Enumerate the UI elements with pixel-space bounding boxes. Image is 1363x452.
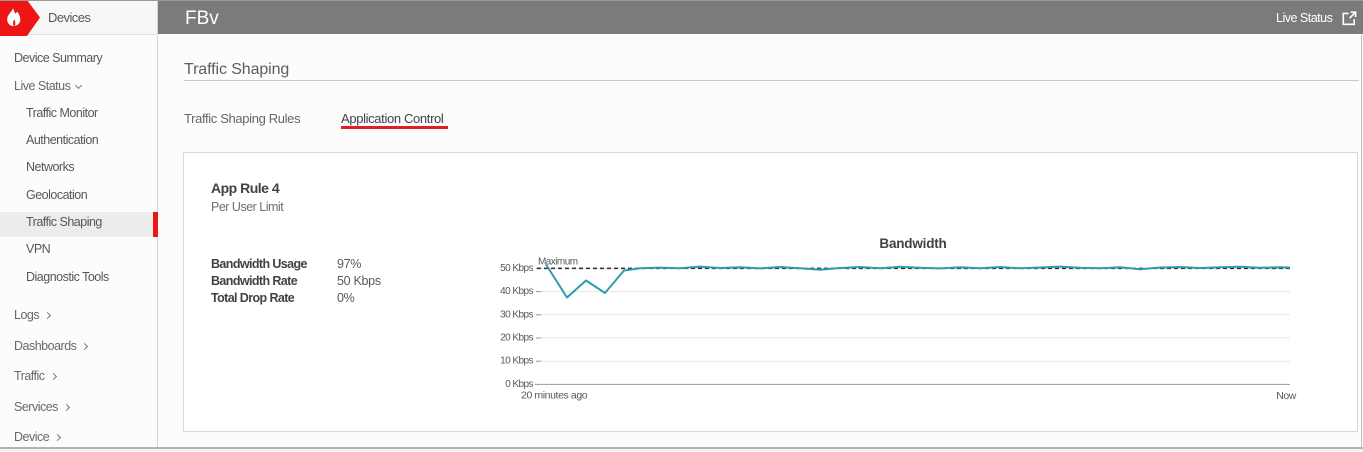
svg-text:50 Kbps: 50 Kbps (500, 263, 533, 274)
svg-text:20 Kbps: 20 Kbps (500, 333, 533, 344)
svg-text:40 Kbps: 40 Kbps (500, 286, 533, 297)
svg-text:Bandwidth: Bandwidth (879, 236, 946, 251)
svg-text:20 minutes ago: 20 minutes ago (521, 390, 588, 402)
svg-text:0 Kbps: 0 Kbps (505, 379, 533, 390)
svg-text:30 Kbps: 30 Kbps (500, 309, 533, 320)
svg-text:Maximum: Maximum (538, 257, 578, 268)
svg-text:10 Kbps: 10 Kbps (500, 356, 533, 367)
svg-text:Now: Now (1276, 390, 1297, 402)
